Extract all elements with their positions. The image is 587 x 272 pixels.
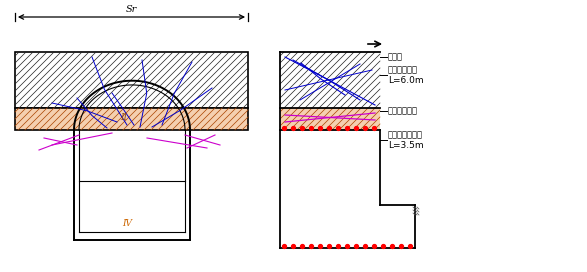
Text: Sr: Sr bbox=[126, 5, 137, 14]
Text: 砂质帳性土层: 砂质帳性土层 bbox=[388, 107, 418, 116]
Text: 砂砂层: 砂砂层 bbox=[388, 52, 403, 61]
Bar bbox=[15, 52, 248, 108]
Bar bbox=[280, 52, 380, 108]
Text: 超前注浆导管: 超前注浆导管 bbox=[388, 65, 418, 74]
Text: 超前注浆小导管: 超前注浆小导管 bbox=[388, 130, 423, 139]
Text: L=3.5m: L=3.5m bbox=[388, 141, 424, 150]
Text: IV: IV bbox=[122, 219, 132, 228]
Text: II: II bbox=[120, 113, 127, 122]
Bar bbox=[280, 108, 380, 130]
Bar bbox=[15, 108, 248, 130]
Text: L=6.0m: L=6.0m bbox=[388, 76, 424, 85]
